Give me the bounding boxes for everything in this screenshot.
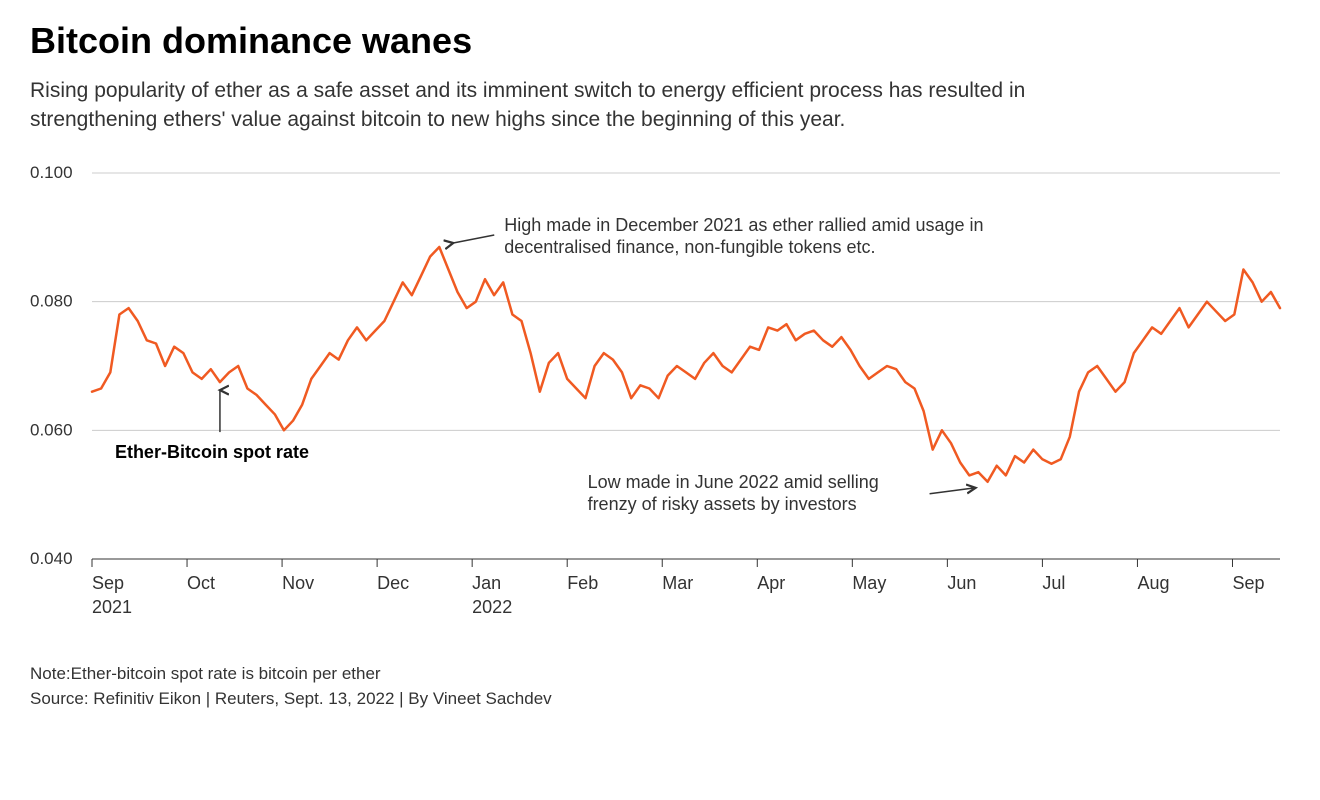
chart-subtitle: Rising popularity of ether as a safe ass… <box>30 76 1130 135</box>
svg-text:0.060: 0.060 <box>30 420 73 439</box>
svg-text:frenzy of risky assets by inve: frenzy of risky assets by investors <box>588 494 857 514</box>
svg-text:Sep: Sep <box>1232 573 1264 593</box>
svg-text:Nov: Nov <box>282 573 314 593</box>
svg-text:High made in December 2021 as: High made in December 2021 as ether rall… <box>504 215 983 235</box>
chart-footer: Note:Ether-bitcoin spot rate is bitcoin … <box>30 661 1290 712</box>
source-text: Source: Refinitiv Eikon | Reuters, Sept.… <box>30 686 1290 712</box>
svg-text:Aug: Aug <box>1137 573 1169 593</box>
line-chart: 0.040 0.060 0.080 0.100 Sep 2021 Oct Nov Dec Jan… <box>30 165 1290 635</box>
svg-text:Feb: Feb <box>567 573 598 593</box>
svg-text:Mar: Mar <box>662 573 693 593</box>
svg-text:2022: 2022 <box>472 597 512 617</box>
svg-text:Jan: Jan <box>472 573 501 593</box>
svg-text:Jul: Jul <box>1042 573 1065 593</box>
svg-text:Ether-Bitcoin spot rate: Ether-Bitcoin spot rate <box>115 442 309 462</box>
y-axis: 0.040 0.060 0.080 0.100 <box>30 165 73 568</box>
svg-text:Dec: Dec <box>377 573 409 593</box>
svg-text:May: May <box>852 573 886 593</box>
chart-container: 0.040 0.060 0.080 0.100 Sep 2021 Oct Nov Dec Jan… <box>30 165 1290 635</box>
x-axis: Sep 2021 Oct Nov Dec Jan 2022 Feb Mar Apr May Jun Ju… <box>92 559 1265 617</box>
svg-text:Apr: Apr <box>757 573 785 593</box>
svg-text:2021: 2021 <box>92 597 132 617</box>
chart-title: Bitcoin dominance wanes <box>30 20 1290 62</box>
svg-text:Low made in June 2022 amid sel: Low made in June 2022 amid selling <box>588 472 879 492</box>
svg-text:Sep: Sep <box>92 573 124 593</box>
svg-text:Jun: Jun <box>947 573 976 593</box>
svg-text:0.100: 0.100 <box>30 165 73 182</box>
svg-text:0.040: 0.040 <box>30 549 73 568</box>
svg-text:Oct: Oct <box>187 573 215 593</box>
svg-text:0.080: 0.080 <box>30 291 73 310</box>
note-text: Note:Ether-bitcoin spot rate is bitcoin … <box>30 661 1290 687</box>
svg-text:decentralised finance, non-fun: decentralised finance, non-fungible toke… <box>504 237 875 257</box>
